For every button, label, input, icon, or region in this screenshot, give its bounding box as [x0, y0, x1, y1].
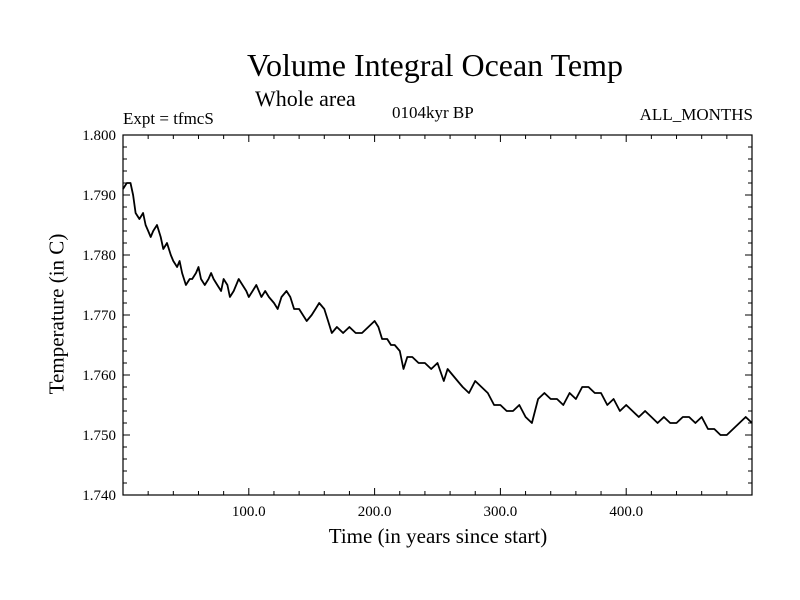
- x-tick-label: 300.0: [484, 504, 518, 520]
- y-tick-label: 1.750: [82, 428, 116, 444]
- series-line: [122, 182, 753, 436]
- y-tick-label: 1.760: [82, 368, 116, 384]
- period-annotation: 0104kyr BP: [392, 103, 474, 122]
- chart-subtitle: Whole area: [255, 86, 356, 111]
- y-tick-label: 1.740: [82, 488, 116, 504]
- axis-ticks: [123, 134, 752, 496]
- y-tick-label: 1.800: [82, 128, 116, 144]
- experiment-annotation: Expt = tfmcS: [123, 109, 214, 128]
- x-axis-label: Time (in years since start): [328, 524, 548, 548]
- chart-title: Volume Integral Ocean Temp: [246, 47, 623, 83]
- axis-tick-labels: 1.740 1.750 1.760 1.770 1.780 1.790 1.800 100.0…: [82, 128, 643, 520]
- x-tick-label: 100.0: [232, 504, 266, 520]
- y-tick-label: 1.780: [82, 248, 116, 264]
- y-axis-label: Temperature (in C): [44, 233, 69, 395]
- y-tick-label: 1.770: [82, 308, 116, 324]
- y-tick-label: 1.790: [82, 188, 116, 204]
- x-tick-label: 200.0: [358, 504, 392, 520]
- x-tick-label: 400.0: [609, 504, 643, 520]
- plot-frame: [122, 134, 753, 496]
- months-annotation: ALL_MONTHS: [639, 105, 753, 124]
